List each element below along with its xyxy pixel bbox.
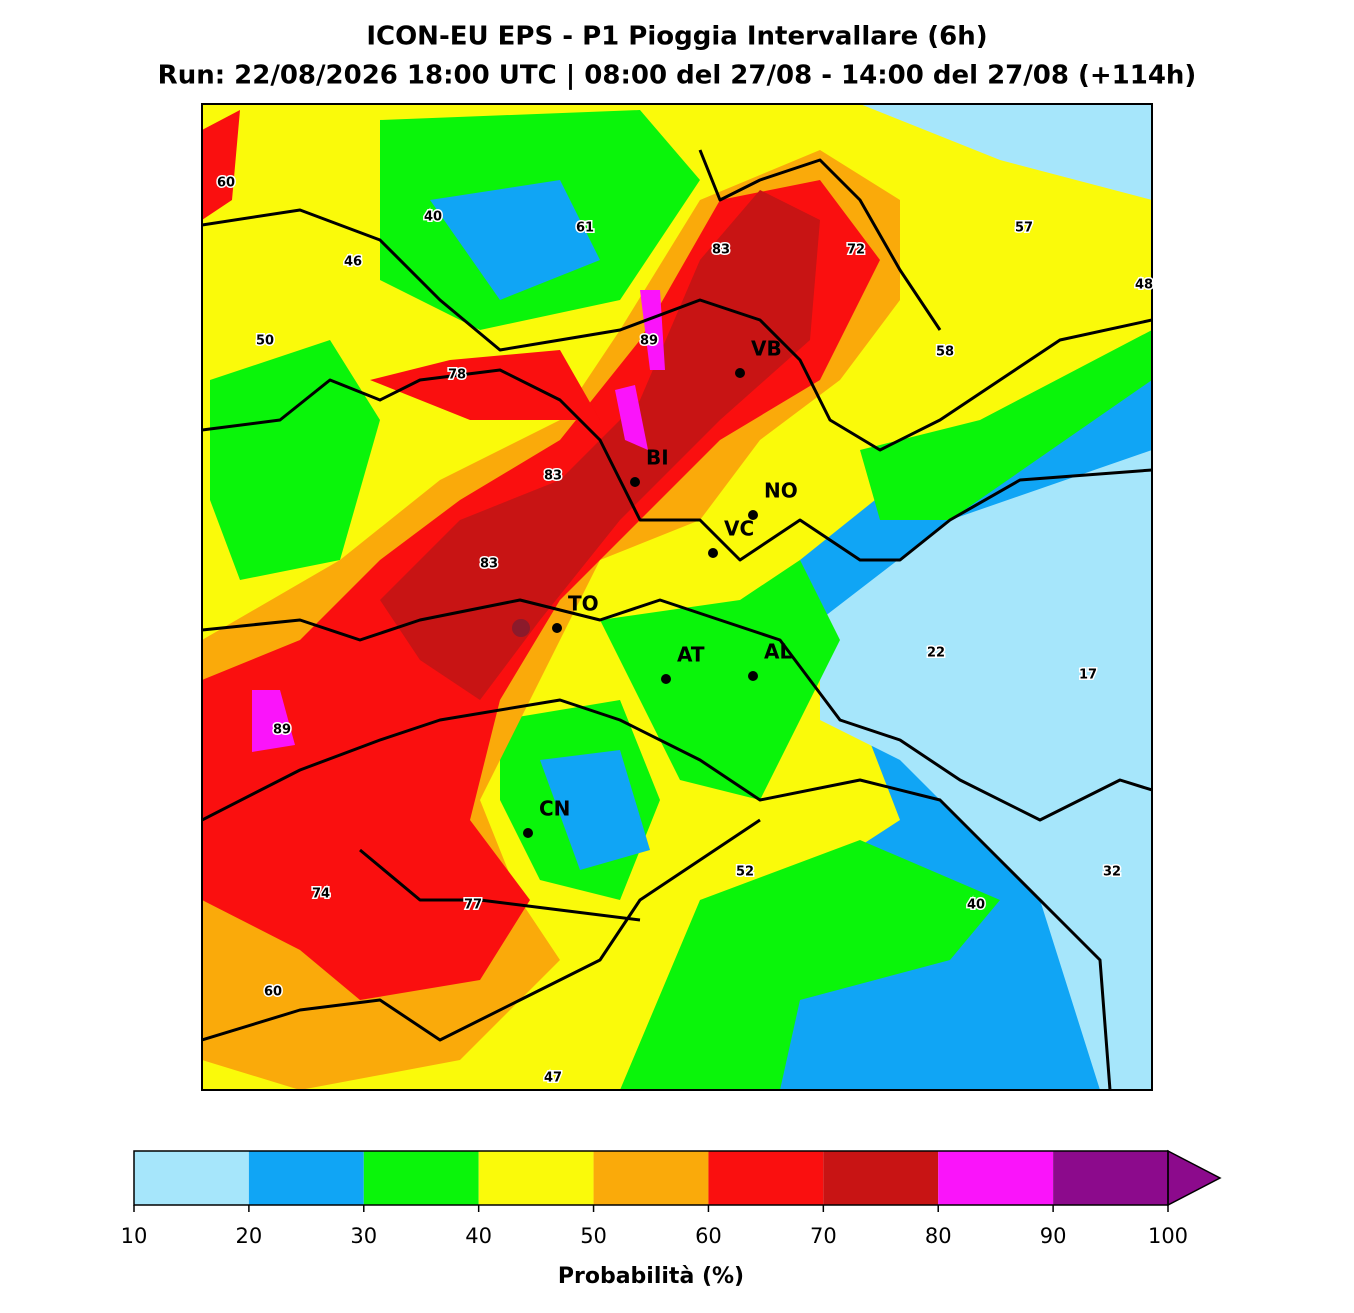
value-label: 47 <box>544 1071 562 1086</box>
value-label: 61 <box>576 221 594 236</box>
city-label: TO <box>568 592 599 616</box>
value-label: 60 <box>217 176 235 191</box>
value-label: 22 <box>927 646 945 661</box>
city-dot <box>552 623 562 633</box>
city-label: VB <box>751 337 782 361</box>
city-dot <box>735 368 745 378</box>
colorbar-tick-label: 10 <box>121 1224 148 1248</box>
colorbar-tick-label: 20 <box>236 1224 263 1248</box>
value-label: 48 <box>1135 278 1153 293</box>
city-label: BI <box>646 446 669 470</box>
colorbar-swatch <box>478 1151 594 1205</box>
map-frame <box>201 103 1153 1091</box>
borders <box>202 149 1152 1090</box>
value-label: 89 <box>640 334 658 349</box>
colorbar-tick-label: 80 <box>925 1224 952 1248</box>
city-label: CN <box>539 797 570 821</box>
colorbar-tick-label: 100 <box>1148 1224 1188 1248</box>
subtitle: Run: 22/08/2026 18:00 UTC | 08:00 del 27… <box>158 61 1197 91</box>
value-label: 40 <box>424 210 442 225</box>
city-dot <box>630 477 640 487</box>
colorbar-tick-label: 50 <box>580 1224 607 1248</box>
value-label: 32 <box>1103 865 1121 880</box>
value-label: 83 <box>544 469 562 484</box>
colorbar-swatch <box>1053 1151 1168 1205</box>
colorbar-swatch <box>593 1151 709 1205</box>
city-label: AT <box>677 643 705 667</box>
value-label: 40 <box>967 898 985 913</box>
value-label: 58 <box>936 345 954 360</box>
colorbar-tick-label: 30 <box>350 1224 377 1248</box>
colorbar-tick-label: 40 <box>465 1224 492 1248</box>
colorbar-swatch <box>248 1151 364 1205</box>
city-label: VC <box>724 517 754 541</box>
value-label: 83 <box>712 243 730 258</box>
map-fill <box>202 104 1152 1090</box>
value-label: 17 <box>1079 668 1097 683</box>
value-label: 60 <box>264 985 282 1000</box>
location-marker <box>512 619 530 637</box>
city-dot <box>748 671 758 681</box>
value-label: 72 <box>847 243 865 258</box>
value-label: 78 <box>448 368 466 383</box>
colorbar-swatch <box>134 1151 249 1205</box>
colorbar-swatch <box>708 1151 824 1205</box>
colorbar-swatch <box>363 1151 479 1205</box>
value-label: 50 <box>256 334 274 349</box>
colorbar-tick-label: 60 <box>695 1224 722 1248</box>
city-label: AL <box>764 640 792 664</box>
value-label: 83 <box>480 557 498 572</box>
colorbar-tick-label: 70 <box>810 1224 837 1248</box>
value-label: 57 <box>1015 221 1033 236</box>
city-dot <box>708 548 718 558</box>
colorbar-extend <box>1167 1149 1222 1207</box>
colorbar-swatch <box>823 1151 939 1205</box>
value-label: 77 <box>464 898 482 913</box>
colorbar-tick-label: 90 <box>1040 1224 1067 1248</box>
colorbar-frame <box>133 1150 1169 1206</box>
colorbar-swatch <box>938 1151 1054 1205</box>
city-dot <box>661 674 671 684</box>
value-label: 74 <box>312 887 330 902</box>
city-label: NO <box>764 479 798 503</box>
value-label: 52 <box>736 865 754 880</box>
title: ICON-EU EPS - P1 Pioggia Intervallare (6… <box>366 22 987 52</box>
city-dot <box>523 828 533 838</box>
city-dot <box>748 510 758 520</box>
value-label: 89 <box>273 723 291 738</box>
colorbar-label: Probabilità (%) <box>558 1264 744 1289</box>
value-label: 46 <box>344 255 362 270</box>
